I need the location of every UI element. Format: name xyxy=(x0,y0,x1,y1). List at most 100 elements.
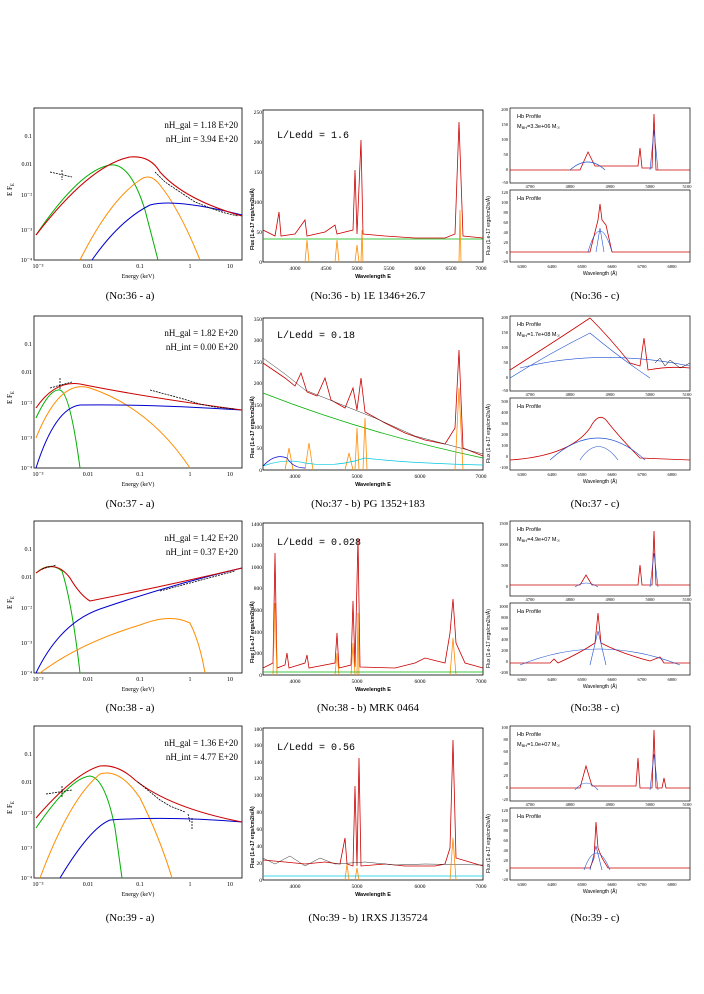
xtick: 6800 xyxy=(668,264,678,269)
ytick: 800 xyxy=(254,586,263,592)
caption-39-a: (No:39 - a) xyxy=(105,912,155,924)
ytick: 0 xyxy=(506,250,509,255)
ytick: 0 xyxy=(506,584,509,589)
ytick: 120 xyxy=(254,776,263,782)
ytick: 0.01 xyxy=(22,370,33,376)
ytick: 100 xyxy=(501,443,509,448)
ytick: 150 xyxy=(501,330,509,335)
xtick: 6000 xyxy=(415,474,426,480)
xtick: 4900 xyxy=(606,392,616,397)
ytick: 0 xyxy=(506,167,509,172)
xtick: 6400 xyxy=(548,472,558,477)
xray-sed-plot-36: E FE 10⁻⁴ 10⁻³ 10⁻² 0.01 0.1 10⁻³ 0.01 0… xyxy=(6,107,243,280)
plot-frame xyxy=(33,725,243,879)
xtick: 4000 xyxy=(290,884,301,890)
xtick: 4000 xyxy=(290,474,301,480)
ytick: 20 xyxy=(504,773,509,778)
hb-profile-red xyxy=(510,113,690,171)
xtick: 5000 xyxy=(646,597,656,602)
ytick: 0.1 xyxy=(25,547,33,553)
xtick: 6500 xyxy=(578,472,588,477)
series-red xyxy=(35,156,243,236)
hb-profile-blue xyxy=(574,753,659,791)
hb-frame xyxy=(509,107,691,184)
ytick: 80 xyxy=(504,210,509,215)
xtick: 7000 xyxy=(476,474,487,480)
caption-36-a: (No:36 - a) xyxy=(105,290,155,302)
xtick: 10 xyxy=(227,472,233,478)
xtick: 6300 xyxy=(518,677,528,682)
caption-36-c: (No:36 - c) xyxy=(570,290,620,302)
optical-spectrum-plot-36: Flux (1.e-17 ergs/cm2/s/Å) 0 50 100 150 … xyxy=(249,109,487,280)
bot-yticks: 120 100 80 60 40 20 0 -20 xyxy=(501,808,509,882)
optical-spectrum-plot-39: Flux (1.e-17 ergs/cm2/s/Å) 0 20 40 60 80… xyxy=(249,727,487,898)
top-yticks: 200 150 100 50 0 -50 xyxy=(501,107,509,185)
ytick: 100 xyxy=(501,725,509,730)
ytick: 500 xyxy=(501,563,509,568)
ytick: -50 xyxy=(502,180,509,185)
xlabel: Energy (keV) xyxy=(122,891,155,898)
ytick: 100 xyxy=(501,818,509,823)
hb-label: Hb Profile xyxy=(517,322,541,328)
ha-frame xyxy=(509,602,691,676)
xtick: 5000 xyxy=(352,266,363,272)
xtick: 0.1 xyxy=(136,882,144,888)
ytick: 0 xyxy=(506,868,509,873)
xtick: 4700 xyxy=(526,802,536,807)
xtick: 4500 xyxy=(321,266,332,272)
hb-profile-red xyxy=(509,317,691,371)
ylabel: Flux (1.e-17 ergs/cm2/s/Å) xyxy=(249,188,256,250)
y-ticks: 0 50 100 150 200 250 300 350 xyxy=(254,317,263,474)
xlabel: Energy (keV) xyxy=(122,481,155,488)
xtick: 4000 xyxy=(290,266,301,272)
data-points xyxy=(49,170,239,217)
data-points xyxy=(49,378,236,410)
xtick: 5000 xyxy=(352,679,363,685)
optical-spectrum-plot-38: Flux (1.e-17 ergs/cm2/s/Å) 0 200 400 600… xyxy=(249,522,487,693)
xtick: 6700 xyxy=(638,882,648,887)
xtick: 1 xyxy=(189,264,192,270)
spectrum-red xyxy=(262,349,484,457)
ytick: 0 xyxy=(506,454,509,459)
ytick: 40 xyxy=(257,844,263,850)
top-xticks: 4700 4800 4900 5000 5100 xyxy=(526,184,693,189)
xtick: 4800 xyxy=(566,597,576,602)
hb-frame xyxy=(509,725,691,802)
eddington-ratio-label: L/Ledd = 0.56 xyxy=(277,742,355,754)
ytick: 100 xyxy=(501,345,509,350)
ytick: 100 xyxy=(501,137,509,142)
ytick: 0 xyxy=(506,659,509,664)
top-yticks: 1500 1000 500 0 xyxy=(499,521,509,589)
ylabel: Flux (1.e-17 ergs/cm2/s/Å) xyxy=(485,814,492,873)
series-blue xyxy=(59,817,243,879)
xtick: 5500 xyxy=(384,266,395,272)
caption-39-c: (No:39 - c) xyxy=(570,912,620,924)
series-orange xyxy=(35,386,191,469)
nh-int-label: nH_int = 0.00 E+20 xyxy=(166,342,239,352)
ha-profile-blue xyxy=(587,227,613,253)
ha-profile-blue xyxy=(583,845,611,871)
xlabel: Wavelength E xyxy=(355,892,391,898)
ylabel: E FE xyxy=(6,391,16,404)
caption-37-a: (No:37 - a) xyxy=(105,498,155,510)
ytick: 10⁻³ xyxy=(21,228,32,234)
xtick: 6700 xyxy=(638,264,648,269)
xtick: 4900 xyxy=(606,802,616,807)
xtick: 1 xyxy=(189,882,192,888)
bot-yticks: 500 400 300 200 100 0 -100 xyxy=(500,399,509,470)
ytick: 10⁻⁴ xyxy=(21,671,32,677)
ytick: 0 xyxy=(506,375,509,380)
nh-int-label: nH_int = 4.77 E+20 xyxy=(166,752,239,762)
ytick: 20 xyxy=(504,858,509,863)
x-ticks: 4000 5000 6000 7000 xyxy=(290,884,487,890)
ytick: 0.1 xyxy=(25,342,33,348)
bot-xticks: 6300 6400 6500 6600 6700 6800 xyxy=(518,472,678,477)
plot-frame xyxy=(262,109,484,263)
xtick: 5100 xyxy=(683,392,693,397)
ytick: 80 xyxy=(504,737,509,742)
xtick: 6600 xyxy=(608,882,618,887)
ytick: 100 xyxy=(254,200,263,206)
ha-profile-red xyxy=(510,612,690,664)
bot-yticks: 120 100 80 60 40 20 0 -20 xyxy=(501,190,509,264)
ytick: 200 xyxy=(254,651,263,657)
